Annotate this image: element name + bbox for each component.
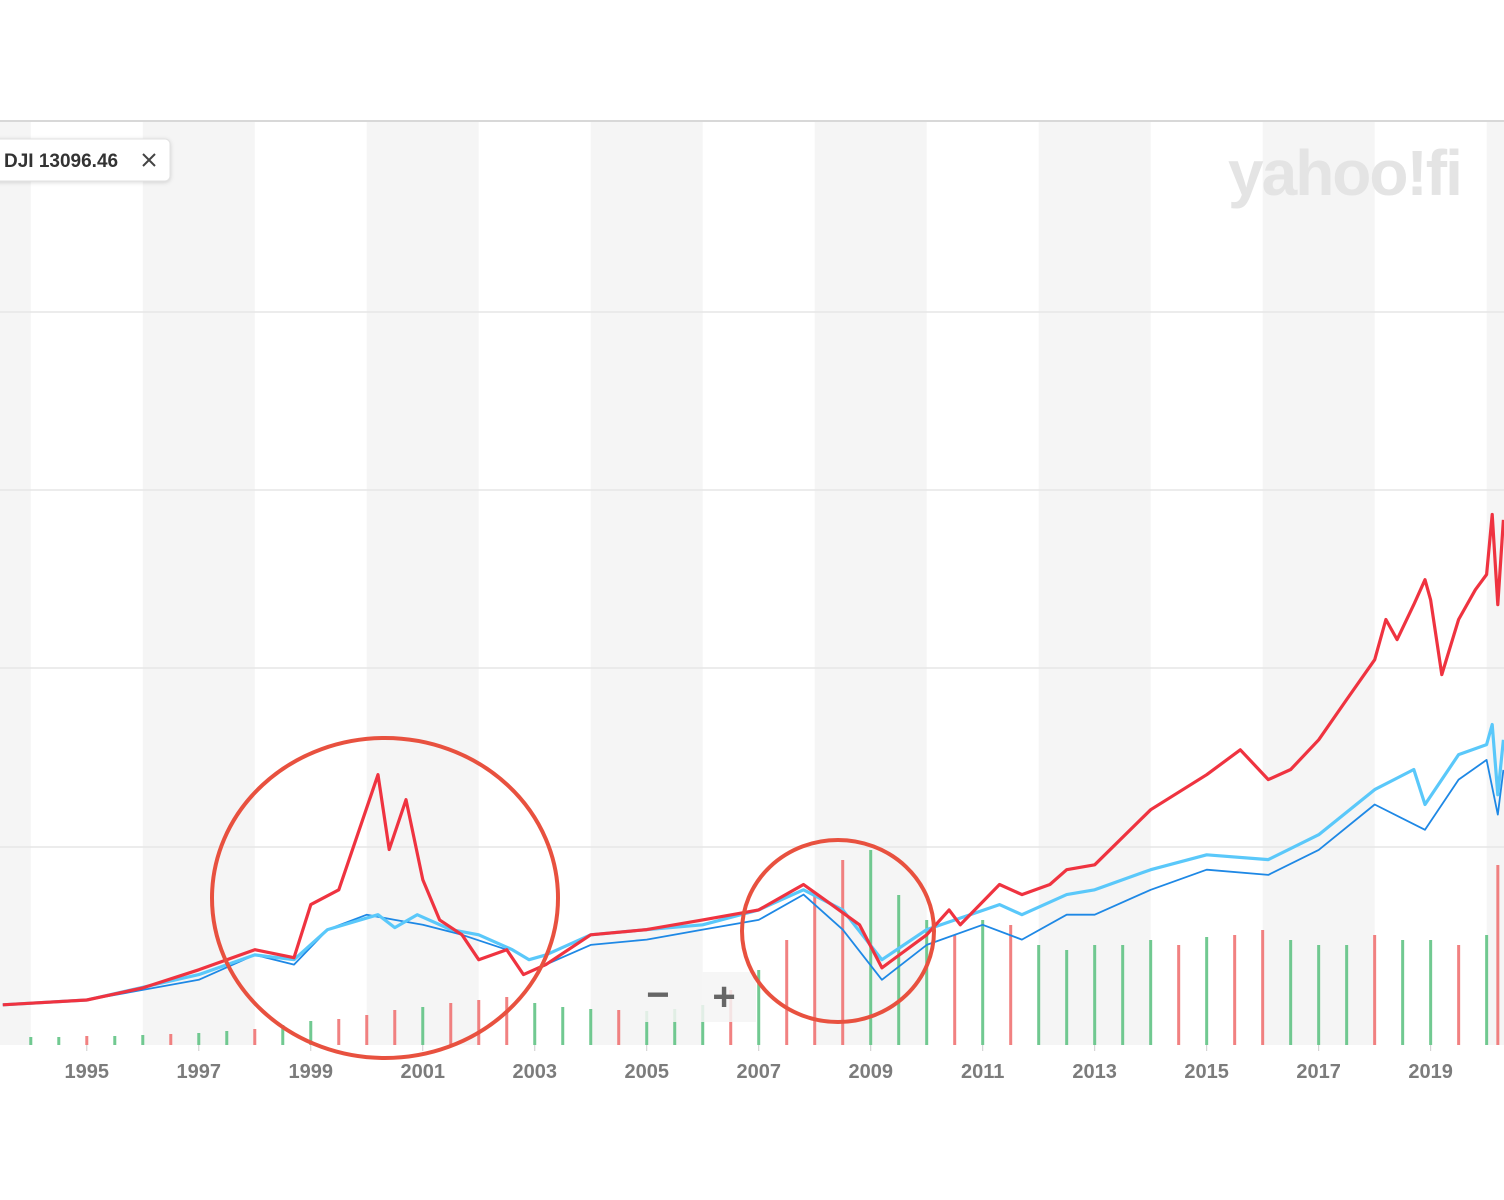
volume-bar — [785, 940, 789, 1045]
volume-bar — [1093, 945, 1097, 1045]
volume-bar — [617, 1010, 621, 1045]
x-tick-label: 1999 — [289, 1061, 334, 1083]
volume-bar — [113, 1036, 117, 1045]
volume-bar — [477, 1000, 481, 1045]
series — [2, 512, 1504, 1007]
volume-bar — [1177, 945, 1181, 1045]
volume-bar — [225, 1031, 229, 1045]
zoom-out[interactable]: − — [646, 973, 669, 1017]
volume-bar — [1149, 940, 1153, 1045]
x-tick-label: 2005 — [624, 1061, 669, 1083]
x-tick-label: 2009 — [848, 1061, 893, 1083]
year-band — [142, 120, 255, 1045]
volume-bar — [1345, 945, 1349, 1045]
legend-label: DJI 13096.46 — [4, 151, 118, 172]
volume-bar — [1429, 940, 1433, 1045]
volume-bar — [1485, 935, 1489, 1045]
volume-bar — [85, 1036, 89, 1045]
volume-bar — [253, 1029, 257, 1045]
year-band — [366, 120, 479, 1045]
line — [2, 759, 1504, 1006]
zoom-controls: − + — [626, 972, 756, 1022]
x-tick-label: 1997 — [177, 1061, 222, 1083]
volume-bar — [281, 1025, 285, 1045]
year-band — [1038, 120, 1151, 1045]
legend-box — [0, 138, 171, 182]
volume-bar — [1317, 945, 1321, 1045]
x-tick-label: 2003 — [512, 1061, 557, 1083]
volume-bar — [1205, 937, 1209, 1045]
volume-bar — [365, 1015, 369, 1045]
year-bands — [0, 120, 1504, 1045]
volume-bar — [981, 920, 985, 1045]
legend-chip: DJI 13096.46 — [0, 138, 171, 182]
year-band — [0, 120, 31, 1045]
close-icon[interactable] — [142, 153, 156, 167]
x-tick-label: 2013 — [1072, 1061, 1117, 1083]
line — [2, 512, 1504, 1007]
volume-bar — [953, 935, 957, 1045]
year-band — [1262, 120, 1375, 1045]
volume-bar — [337, 1019, 341, 1045]
volume-bar — [1289, 940, 1293, 1045]
annotation-circle — [210, 736, 560, 1060]
volume-bar — [701, 1005, 705, 1045]
volume-bar — [1373, 935, 1377, 1045]
zoom-in[interactable]: + — [712, 975, 735, 1019]
volume-bar — [1065, 950, 1069, 1045]
volume-bar — [561, 1007, 565, 1045]
volume-bar — [1037, 945, 1041, 1045]
x-tick-label: 2011 — [961, 1061, 1004, 1083]
volume-bar — [1457, 945, 1461, 1045]
zoom-panel — [626, 972, 756, 1022]
volume-bar — [1261, 930, 1265, 1045]
volume-bar — [449, 1003, 453, 1045]
volume-bar — [645, 1011, 649, 1045]
volume-bar — [757, 970, 761, 1045]
volume-bar — [141, 1035, 145, 1045]
volume-bar — [841, 860, 845, 1045]
volume-bar — [421, 1007, 425, 1045]
x-tick-label: 2019 — [1408, 1061, 1453, 1083]
volume-bar — [393, 1010, 397, 1045]
x-tick-label: 2007 — [736, 1061, 781, 1083]
x-tick-label: 2001 — [401, 1061, 446, 1083]
volume-bar — [57, 1037, 61, 1045]
x-tick-label: 2015 — [1184, 1061, 1229, 1083]
volume-bar — [673, 1009, 677, 1045]
volume-bar — [505, 997, 509, 1045]
grid — [0, 311, 1504, 848]
annotation-circle — [740, 838, 936, 1024]
x-axis: 1995 1997 1999 2001 2003 2005 2007 2009 2011 2013… — [65, 1045, 1453, 1083]
volume-bar — [169, 1034, 173, 1045]
volume-bar — [589, 1009, 593, 1045]
annotations — [210, 736, 936, 1060]
volume-bar — [309, 1021, 313, 1045]
year-band — [590, 120, 703, 1045]
volume-bar — [1496, 865, 1500, 1045]
volume-bar — [197, 1033, 201, 1045]
volume-bar — [1233, 935, 1237, 1045]
volume-bar — [813, 895, 817, 1045]
volume-bar — [1009, 925, 1013, 1045]
volume-bar — [533, 1003, 537, 1045]
watermark: yahoo!fi — [1228, 137, 1461, 209]
volume-bar — [1121, 945, 1125, 1045]
x-tick-label: 1995 — [65, 1061, 110, 1083]
volume-bar — [897, 895, 901, 1045]
volume-bar — [29, 1037, 33, 1045]
volume-bar — [925, 920, 929, 1045]
x-tick-label: 2017 — [1296, 1061, 1341, 1083]
volume-bar — [1401, 940, 1405, 1045]
